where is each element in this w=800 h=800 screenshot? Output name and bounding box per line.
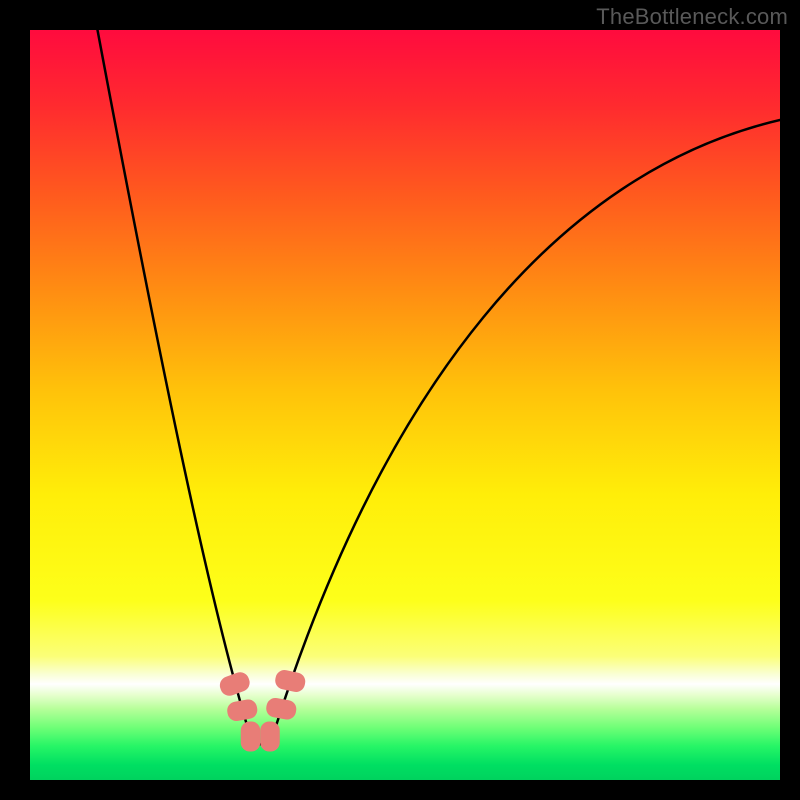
- valley-marker: [260, 722, 280, 752]
- chart-frame: TheBottleneck.com: [0, 0, 800, 800]
- valley-marker: [241, 722, 261, 752]
- watermark-text: TheBottleneck.com: [596, 4, 788, 30]
- plot-area: [30, 30, 780, 780]
- gradient-background: [30, 30, 780, 780]
- plot-svg: [30, 30, 780, 780]
